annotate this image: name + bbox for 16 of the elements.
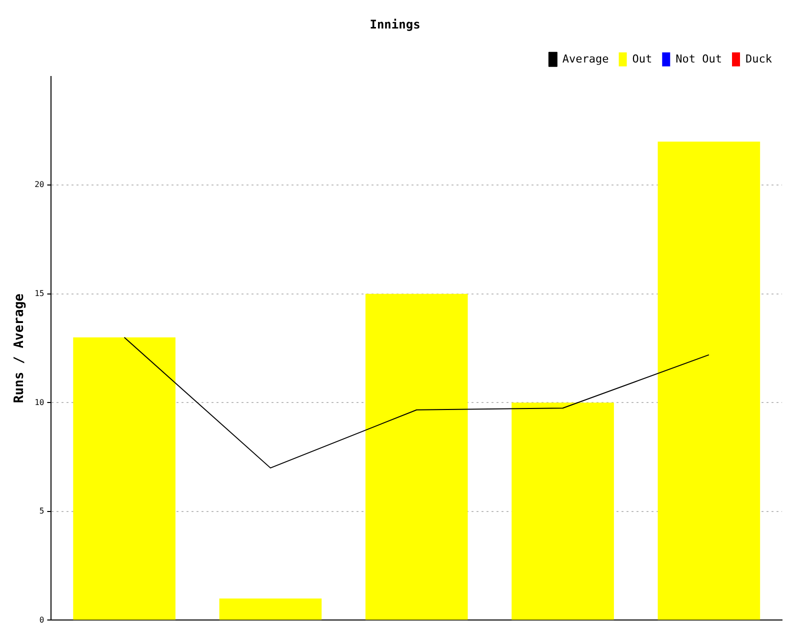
y-tick-label: 0 [39,615,44,624]
legend-label: Duck [746,52,772,66]
bar [73,337,176,620]
legend-label: Average [562,52,609,66]
y-tick-label: 20 [34,180,44,190]
chart-title: Innings [370,17,420,32]
y-tick-label: 5 [39,506,44,516]
y-axis-title: Runs / Average [12,293,28,404]
bar [219,598,322,620]
y-tick-label: 15 [34,289,44,298]
legend-label: Not Out [676,52,722,66]
bar [512,402,614,620]
bar [658,142,760,620]
y-tick-label: 10 [34,398,44,407]
bar [365,294,468,620]
legend-label: Out [632,52,652,66]
